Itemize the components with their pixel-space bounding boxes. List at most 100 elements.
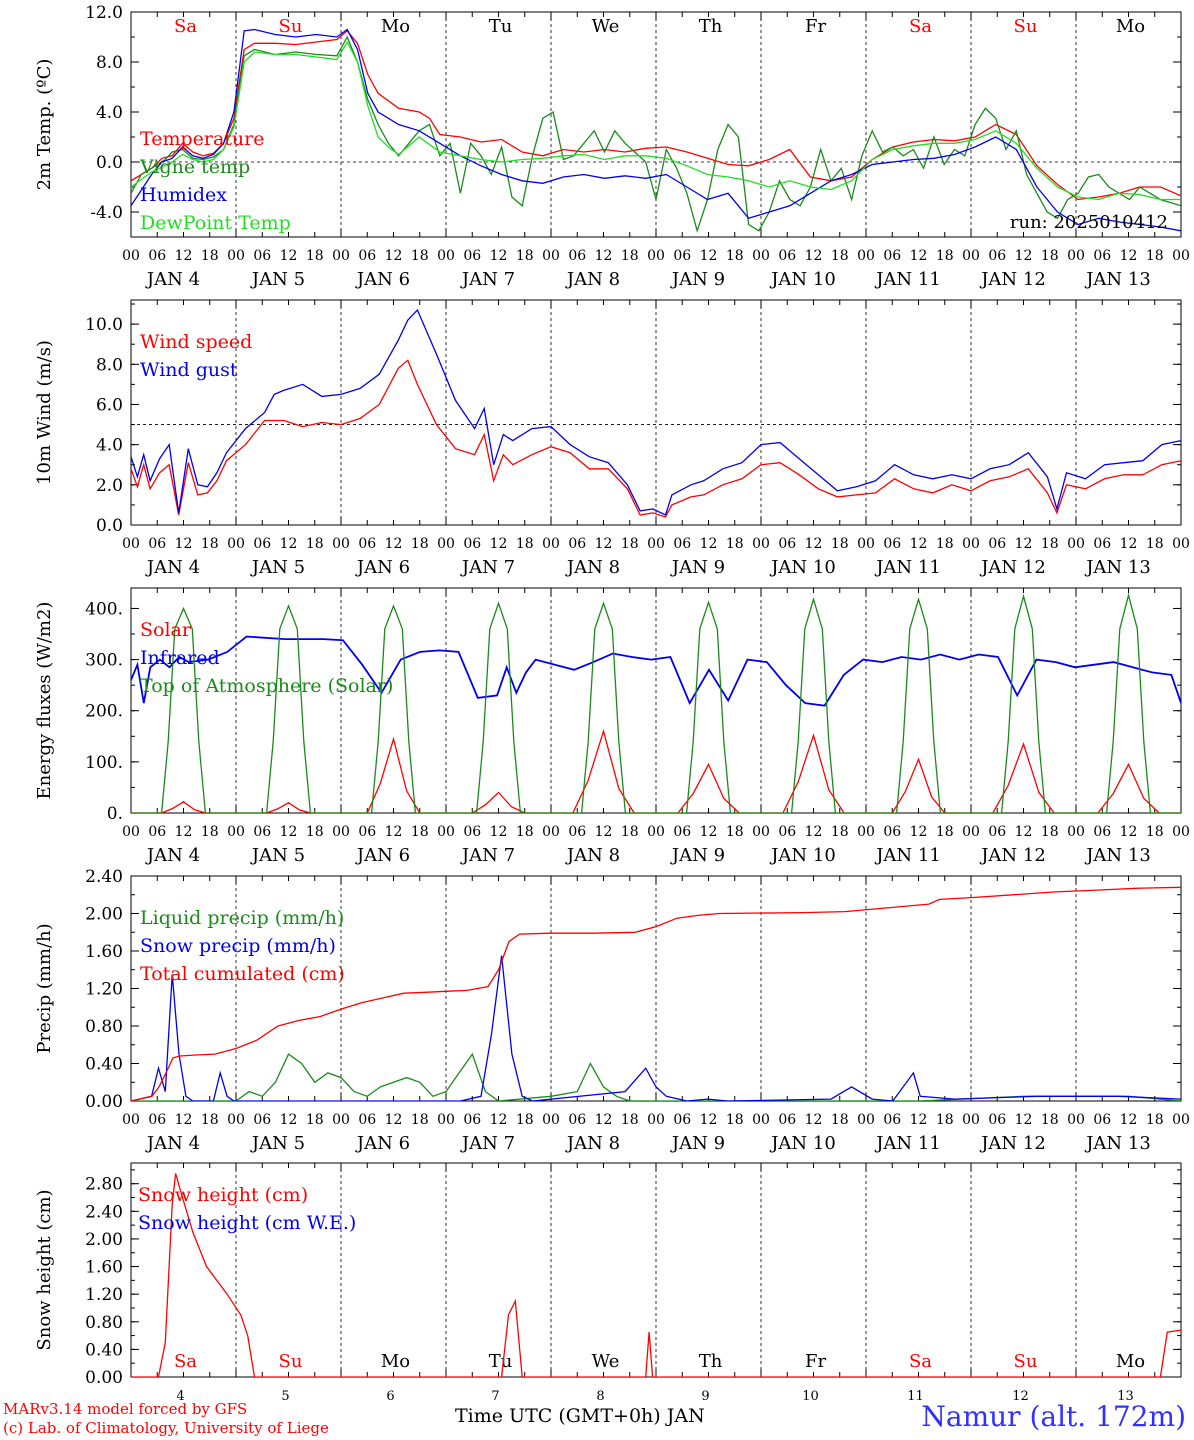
lab-credit: (c) Lab. of Climatology, University of L… <box>3 1419 329 1437</box>
hour-tick-label: 06 <box>883 536 901 552</box>
y-tick-label: 2.40 <box>85 1202 123 1222</box>
y-tick-label: 0.0 <box>96 153 123 173</box>
series-line <box>131 29 1181 201</box>
hour-tick-label: 12 <box>1015 824 1033 840</box>
hour-tick-label: 18 <box>201 248 219 264</box>
plot-area <box>131 886 1181 1101</box>
hour-tick-label: 00 <box>752 824 770 840</box>
legend-entry: Solar <box>140 619 192 641</box>
chart-panel: 0.00 0.40 0.80 1.20 1.60 2.00 2.40 Precip (mm/h… <box>34 867 1190 1154</box>
hour-tick-label: 06 <box>568 1112 586 1128</box>
hour-tick-label: 18 <box>621 536 639 552</box>
day-date-label: JAN 5 <box>250 557 305 578</box>
hour-tick-label: 18 <box>201 536 219 552</box>
hour-tick-label: 00 <box>122 248 140 264</box>
day-number-label: 11 <box>907 1389 924 1404</box>
y-tick-label: 0.40 <box>85 1055 123 1075</box>
day-date-label: JAN 5 <box>250 269 305 290</box>
day-date-label: JAN 13 <box>1084 845 1151 866</box>
hour-tick-label: 00 <box>437 536 455 552</box>
day-number-label: 8 <box>596 1389 604 1404</box>
day-date-label: JAN 10 <box>769 269 836 290</box>
hour-tick-label: 12 <box>595 1112 613 1128</box>
hour-tick-label: 00 <box>542 248 560 264</box>
day-date-label: JAN 5 <box>250 1133 305 1154</box>
hour-tick-label: 06 <box>568 824 586 840</box>
day-number-label: 5 <box>281 1389 289 1404</box>
day-date-label: JAN 8 <box>565 1133 620 1154</box>
weekday-label: Tu <box>489 1351 513 1372</box>
weekday-label: Mo <box>1116 16 1145 37</box>
day-date-label: JAN 5 <box>250 845 305 866</box>
hour-tick-label: 00 <box>647 824 665 840</box>
day-date-label: JAN 13 <box>1084 557 1151 578</box>
hour-tick-label: 18 <box>831 536 849 552</box>
hour-tick-label: 18 <box>831 1112 849 1128</box>
hour-tick-label: 18 <box>936 536 954 552</box>
day-date-label: JAN 7 <box>460 845 515 866</box>
day-number-label: 12 <box>1012 1389 1029 1404</box>
hour-tick-label: 00 <box>227 248 245 264</box>
hour-tick-label: 00 <box>122 536 140 552</box>
weekday-label: Su <box>1014 16 1038 37</box>
hour-tick-label: 00 <box>332 248 350 264</box>
hour-tick-label: 00 <box>1067 824 1085 840</box>
hour-tick-label: 12 <box>385 1112 403 1128</box>
day-date-label: JAN 10 <box>769 1133 836 1154</box>
hour-tick-label: 12 <box>1015 248 1033 264</box>
hour-tick-label: 00 <box>857 248 875 264</box>
day-date-label: JAN 7 <box>460 269 515 290</box>
hour-tick-label: 12 <box>175 824 193 840</box>
hour-tick-label: 12 <box>385 824 403 840</box>
weekday-label: Mo <box>1116 1351 1145 1372</box>
hour-tick-label: 18 <box>1146 824 1164 840</box>
series-line <box>131 1173 1181 1377</box>
day-date-label: JAN 4 <box>145 557 200 578</box>
y-tick-label: 4.0 <box>96 103 123 123</box>
day-date-label: JAN 10 <box>769 557 836 578</box>
series-line <box>131 40 1181 201</box>
hour-tick-label: 12 <box>385 248 403 264</box>
day-date-label: JAN 11 <box>874 845 941 866</box>
weekday-label: Su <box>1014 1351 1038 1372</box>
hour-tick-label: 12 <box>490 248 508 264</box>
hour-tick-label: 06 <box>1093 536 1111 552</box>
hour-tick-label: 06 <box>988 248 1006 264</box>
hour-tick-label: 06 <box>463 824 481 840</box>
y-axis-label: Precip (mm/h) <box>34 923 55 1053</box>
y-tick-label: 1.60 <box>85 1258 123 1278</box>
legend-entry: Snow precip (mm/h) <box>140 935 336 957</box>
hour-tick-label: 18 <box>726 248 744 264</box>
day-number-label: 7 <box>491 1389 499 1404</box>
hour-tick-label: 00 <box>962 536 980 552</box>
y-tick-label: 0.80 <box>85 1313 123 1333</box>
weekday-label: Sa <box>909 1351 932 1372</box>
series-line <box>131 308 1181 516</box>
hour-tick-label: 18 <box>306 248 324 264</box>
hour-tick-label: 18 <box>516 824 534 840</box>
day-date-label: JAN 8 <box>565 845 620 866</box>
y-tick-label: 6.0 <box>96 395 123 415</box>
plot-area <box>131 1173 1181 1377</box>
y-tick-label: 1.60 <box>85 942 123 962</box>
weekday-label: Mo <box>381 16 410 37</box>
hour-tick-label: 00 <box>332 824 350 840</box>
weekday-label: Sa <box>174 16 197 37</box>
plot-frame <box>130 299 1182 526</box>
series-line <box>131 28 1181 232</box>
hour-tick-label: 06 <box>673 536 691 552</box>
hour-tick-label: 12 <box>1120 536 1138 552</box>
hour-tick-label: 18 <box>1146 248 1164 264</box>
y-tick-label: 0.40 <box>85 1340 123 1360</box>
series-line <box>131 1052 1181 1101</box>
hour-tick-label: 00 <box>962 824 980 840</box>
hour-tick-label: 00 <box>1067 536 1085 552</box>
y-tick-label: 1.20 <box>85 980 123 1000</box>
day-date-label: JAN 9 <box>670 845 725 866</box>
y-tick-label: 8.0 <box>96 355 123 375</box>
hour-tick-label: 06 <box>778 824 796 840</box>
hour-tick-label: 18 <box>936 1112 954 1128</box>
y-tick-label: 2.00 <box>85 905 123 925</box>
legend-entry: Temperature <box>140 128 264 150</box>
hour-tick-label: 12 <box>490 1112 508 1128</box>
